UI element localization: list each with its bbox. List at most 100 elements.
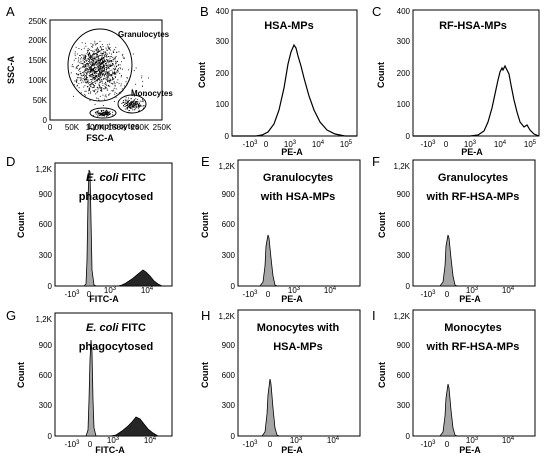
scatter-dot <box>89 68 91 70</box>
panel-title: HSA-MPs <box>273 341 323 353</box>
scatter-dot <box>91 74 93 76</box>
scatter-dot <box>99 65 101 67</box>
scatter-dot <box>77 84 78 86</box>
scatter-dot <box>100 59 102 61</box>
scatter-dot <box>105 111 107 113</box>
scatter-dot <box>90 84 92 86</box>
tick-label: 0 <box>444 140 449 149</box>
scatter-dot <box>95 62 96 64</box>
scatter-dot <box>101 115 103 117</box>
scatter-dot <box>71 64 73 66</box>
scatter-dot <box>103 112 105 114</box>
scatter-dot <box>109 93 111 94</box>
tick-label: 900 <box>39 341 53 350</box>
scatter-dot <box>98 67 99 68</box>
scatter-dot <box>100 54 101 56</box>
plot-frame <box>49 19 163 121</box>
scatter-dot <box>96 72 97 74</box>
scatter-dot <box>102 59 104 61</box>
scatter-dot <box>90 43 92 45</box>
scatter-dot <box>138 104 140 106</box>
scatter-dot <box>107 45 109 47</box>
scatter-dot <box>139 105 141 106</box>
scatter-dot <box>98 84 100 86</box>
tick-label: 600 <box>222 371 236 380</box>
scatter-dot <box>101 70 103 71</box>
scatter-dot <box>91 76 93 78</box>
tick-label: -103 <box>421 440 437 449</box>
scatter-dot <box>89 61 91 63</box>
scatter-dot <box>88 88 90 90</box>
scatter-dot <box>96 59 98 61</box>
scatter-dot <box>100 61 102 63</box>
scatter-dot <box>86 77 88 79</box>
tick-label: 300 <box>397 37 411 46</box>
histogram-peak <box>55 339 97 437</box>
scatter-dot <box>98 60 100 61</box>
scatter-dot <box>99 112 101 114</box>
scatter-dot <box>80 60 82 62</box>
scatter-dot <box>91 83 93 85</box>
panel-letter: I <box>372 308 376 323</box>
scatter-dot <box>135 107 137 109</box>
scatter-dot <box>111 79 113 80</box>
y-axis-title: SSC-A <box>6 56 16 85</box>
scatter-dot <box>97 73 99 75</box>
scatter-dot <box>127 108 128 109</box>
scatter-dot <box>114 70 116 72</box>
scatter-dot <box>101 66 103 68</box>
scatter-dot <box>73 95 74 97</box>
panel-letter: D <box>6 154 15 169</box>
scatter-dot <box>104 113 106 115</box>
scatter-dot <box>87 51 88 53</box>
scatter-dot <box>94 52 96 54</box>
scatter-dot <box>95 78 97 79</box>
tick-label: 0 <box>445 440 450 449</box>
scatter-dot <box>137 101 139 103</box>
scatter-dot <box>133 99 135 101</box>
tick-label: 600 <box>39 371 53 380</box>
scatter-dot <box>100 63 101 65</box>
x-ticks: -103 0 103 104 <box>65 286 154 299</box>
scatter-dot <box>100 45 102 47</box>
scatter-dot <box>129 104 131 106</box>
scatter-dot <box>91 67 93 69</box>
scatter-dot <box>133 102 134 104</box>
scatter-dot <box>97 57 99 58</box>
scatter-dot <box>99 81 101 83</box>
scatter-dot <box>126 77 128 79</box>
scatter-dot <box>81 75 83 77</box>
scatter-dot <box>112 111 113 113</box>
scatter-dot <box>128 107 130 109</box>
scatter-dot <box>102 54 104 56</box>
scatter-dot <box>106 44 108 46</box>
tick-label: 300 <box>216 37 230 46</box>
scatter-dot <box>87 62 88 64</box>
scatter-dot <box>105 75 107 77</box>
x-axis-title: PE-A <box>281 147 303 157</box>
scatter-dot <box>133 105 135 107</box>
scatter-dot <box>112 89 114 91</box>
scatter-dot <box>133 104 134 106</box>
scatter-dot <box>136 102 138 104</box>
scatter-dot <box>111 74 113 76</box>
scatter-dot <box>111 79 113 81</box>
scatter-dot <box>96 59 98 61</box>
scatter-dot <box>106 63 107 65</box>
scatter-dot <box>135 106 137 107</box>
x-ticks: -103 0 103 104 <box>243 286 337 299</box>
y-ticks: 0 100 200 300 400 <box>216 7 230 141</box>
scatter-dot <box>87 79 88 81</box>
scatter-dot <box>112 77 113 79</box>
y-axis-title: Count <box>377 212 387 238</box>
scatter-dot <box>100 60 102 61</box>
scatter-dot <box>132 53 134 55</box>
scatter-dot <box>129 105 131 106</box>
scatter-dot <box>132 103 134 105</box>
scatter-dot <box>132 109 134 111</box>
scatter-dot <box>128 103 129 105</box>
scatter-dot <box>82 72 84 74</box>
scatter-dot <box>123 85 125 87</box>
scatter-dot <box>109 78 111 80</box>
scatter-dot <box>92 72 94 74</box>
